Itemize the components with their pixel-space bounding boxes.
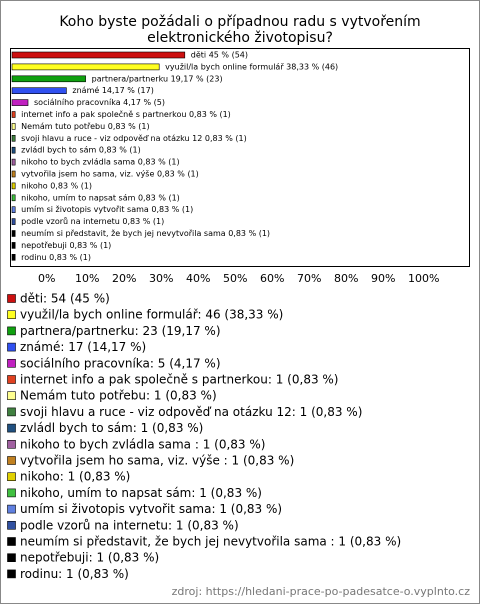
legend-swatch [7, 358, 16, 368]
bar [11, 63, 160, 71]
legend-label: neumím si představit, že bych jej nevytv… [20, 535, 401, 549]
x-tick-label: 90% [371, 272, 395, 285]
legend-label: nikoho: 1 (0,83 %) [20, 470, 130, 484]
legend-swatch [7, 553, 16, 563]
legend-swatch [7, 310, 16, 320]
legend-swatch [7, 439, 16, 449]
value-label: vytvořila jsem ho sama, viz. výše 0,83 %… [21, 169, 199, 179]
legend-label: nikoho to bych zvládla sama : 1 (0,83 %) [20, 437, 265, 451]
bar [11, 230, 16, 237]
source: zdroj: https://hledani-prace-po-padesatc… [172, 585, 471, 598]
bar [11, 87, 67, 94]
x-tick-label: 60% [260, 272, 284, 285]
bar [11, 194, 16, 202]
value-label: podle vzorů na internetu 0,83 % (1) [21, 216, 164, 226]
bar [11, 158, 16, 166]
value-label: zvládl bych to sám 0,83 % (1) [21, 146, 141, 155]
legend-swatch [7, 407, 16, 417]
x-tick-label: 100% [408, 272, 439, 285]
legend-swatch [7, 504, 16, 514]
value-label: známé 14,17 % (17) [72, 85, 153, 95]
value-label: partnera/partnerku 19,17 % (23) [92, 74, 223, 83]
value-label: nikoho 0,83 % (1) [21, 181, 92, 190]
value-label: neumím si představit, že bych jej nevytv… [21, 229, 270, 238]
legend-label: Nemám tuto potřebu: 1 (0,83 %) [20, 389, 217, 403]
bar [11, 99, 29, 106]
bar [11, 135, 16, 142]
legend-swatch [7, 423, 16, 433]
legend-swatch [7, 520, 16, 530]
value-label: nepotřebuji 0,83 % (1) [21, 241, 111, 250]
chart-title: Koho byste požádali o případnou radu s v… [59, 14, 420, 46]
value-label: rodinu 0,83 % (1) [21, 253, 91, 262]
value-label: děti 45 % (54) [191, 51, 248, 60]
x-tick-label: 0% [38, 272, 55, 285]
legend-label: děti: 54 (45 %) [20, 292, 110, 306]
x-tick-label: 40% [186, 272, 210, 285]
bar [11, 123, 16, 130]
bar [11, 111, 16, 118]
x-tick-label: 70% [297, 272, 321, 285]
legend-label: svoji hlavu a ruce - viz odpověď na otáz… [20, 405, 362, 419]
legend-swatch [7, 537, 16, 546]
legend-label: partnera/partnerku: 23 (19,17 %) [20, 324, 221, 338]
legend-label: umím si životopis vytvořit sama: 1 (0,83… [20, 502, 282, 516]
legend-swatch [7, 456, 16, 465]
bar [11, 170, 16, 178]
bar [11, 242, 16, 249]
value-label: sociálního pracovníka 4,17 % (5) [34, 98, 165, 107]
legend-label: rodinu: 1 (0,83 %) [20, 567, 129, 581]
legend-swatch [7, 391, 16, 401]
plot-area [10, 48, 470, 267]
legend-label: vytvořila jsem ho sama, viz. výše : 1 (0… [20, 454, 294, 468]
value-label: internet info a pak společně s partnerko… [21, 109, 231, 119]
value-label: svoji hlavu a ruce - viz odpověď na otáz… [21, 134, 247, 143]
bar [11, 254, 16, 261]
value-label: nikoho, umím to napsat sám 0,83 % (1) [21, 193, 180, 202]
legend-label: sociálního pracovníka: 5 (4,17 %) [20, 356, 221, 370]
legend-label: podle vzorů na internetu: 1 (0,83 %) [20, 518, 239, 532]
x-tick-label: 20% [112, 272, 136, 285]
legend-swatch [7, 294, 16, 303]
value-label: Nemám tuto potřebu 0,83 % (1) [21, 122, 149, 131]
legend-label: nepotřebuji: 1 (0,83 %) [20, 551, 159, 565]
legend-swatch [7, 472, 16, 482]
legend-swatch [7, 375, 16, 384]
value-label: nikoho to bych zvládla sama 0,83 % (1) [21, 158, 179, 167]
bar [11, 182, 16, 190]
value-label: umím si životopis vytvořit sama 0,83 % (… [21, 205, 193, 214]
bar [11, 218, 16, 225]
x-tick-label: 30% [149, 272, 173, 285]
legend-swatch [7, 342, 16, 352]
legend-swatch [7, 488, 16, 498]
x-tick-label: 80% [334, 272, 358, 285]
legend-label: internet info a pak společně s partnerko… [20, 373, 338, 387]
x-tick-label: 10% [75, 272, 99, 285]
bar [11, 75, 86, 83]
legend-swatch [7, 569, 16, 579]
legend-swatch [7, 326, 16, 336]
legend-label: zvládl bych to sám: 1 (0,83 %) [20, 421, 203, 435]
legend-label: známé: 17 (14,17 %) [20, 340, 146, 354]
x-tick-label: 50% [223, 272, 247, 285]
bar [11, 146, 16, 154]
legend-label: nikoho, umím to napsat sám: 1 (0,83 %) [20, 486, 262, 500]
legend-label: využil/la bych online formulář: 46 (38,3… [20, 308, 283, 322]
bar [11, 206, 16, 213]
bar [11, 51, 186, 59]
value-label: využil/la bych online formulář 38,33 % (… [165, 62, 338, 71]
